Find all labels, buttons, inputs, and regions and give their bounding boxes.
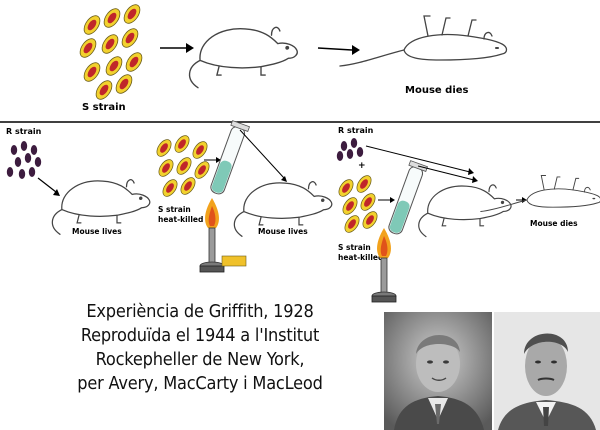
bunsen-burner-2 — [371, 227, 397, 303]
label-s-strain-heat-killed-1b: heat-killed — [158, 215, 203, 224]
photo-scientist-left — [384, 312, 492, 430]
dead-mouse-top — [339, 15, 508, 67]
label-s-strain-heat-killed-2b: heat-killed — [338, 253, 383, 262]
s-strain-cluster-3 — [335, 172, 381, 236]
r-strain-cluster-2 — [336, 138, 364, 161]
mouse-injected-2 — [418, 184, 512, 238]
caption: Experiència de Griffith, 1928 Reproduïda… — [30, 300, 370, 396]
test-tube-1 — [206, 120, 251, 197]
arrow-top-2 — [317, 45, 360, 55]
top-s-strain-cluster — [76, 1, 146, 103]
arrow-into-tube-1 — [204, 157, 221, 163]
caption-line-2: Reproduïda el 1944 a l'Institut — [80, 325, 320, 346]
arrow-tube-to-mouse-1 — [239, 129, 287, 182]
label-mouse-dies-bottom: Mouse dies — [530, 219, 578, 228]
caption-line-3: Rockepheller de New York, — [95, 349, 305, 370]
label-r-strain-1: R strain — [6, 127, 42, 136]
arrow-r-strain-to-mouse-2 — [365, 145, 474, 175]
arrow-into-tube-2 — [378, 197, 395, 203]
burner-base-plate-1 — [221, 255, 247, 267]
r-strain-cluster-1 — [6, 141, 42, 179]
dead-mouse-bottom — [480, 174, 600, 213]
bunsen-burner-1 — [199, 197, 225, 273]
caption-line-4: per Avery, MacCarty i MacLeod — [77, 373, 323, 394]
mouse-injected-top — [188, 26, 298, 89]
label-mouse-lives-2: Mouse lives — [258, 227, 308, 236]
arrow-bottom-final — [516, 197, 527, 203]
caption-line-1: Experiència de Griffith, 1928 — [86, 301, 314, 322]
plus-sign: + — [358, 161, 366, 171]
s-strain-cluster-2 — [153, 132, 213, 200]
label-r-strain-2: R strain — [338, 126, 374, 135]
photo-scientist-right — [494, 312, 600, 430]
label-mouse-dies-top: Mouse dies — [405, 85, 469, 96]
arrow-tube-to-mouse-2 — [417, 165, 478, 183]
arrow-top-1 — [160, 43, 194, 53]
label-s-strain-top: S strain — [82, 102, 126, 113]
arrow-r-strain-1 — [37, 177, 60, 196]
label-s-strain-heat-killed-2a: S strain — [338, 243, 371, 252]
label-mouse-lives-1: Mouse lives — [72, 227, 122, 236]
label-s-strain-heat-killed-1a: S strain — [158, 205, 191, 214]
